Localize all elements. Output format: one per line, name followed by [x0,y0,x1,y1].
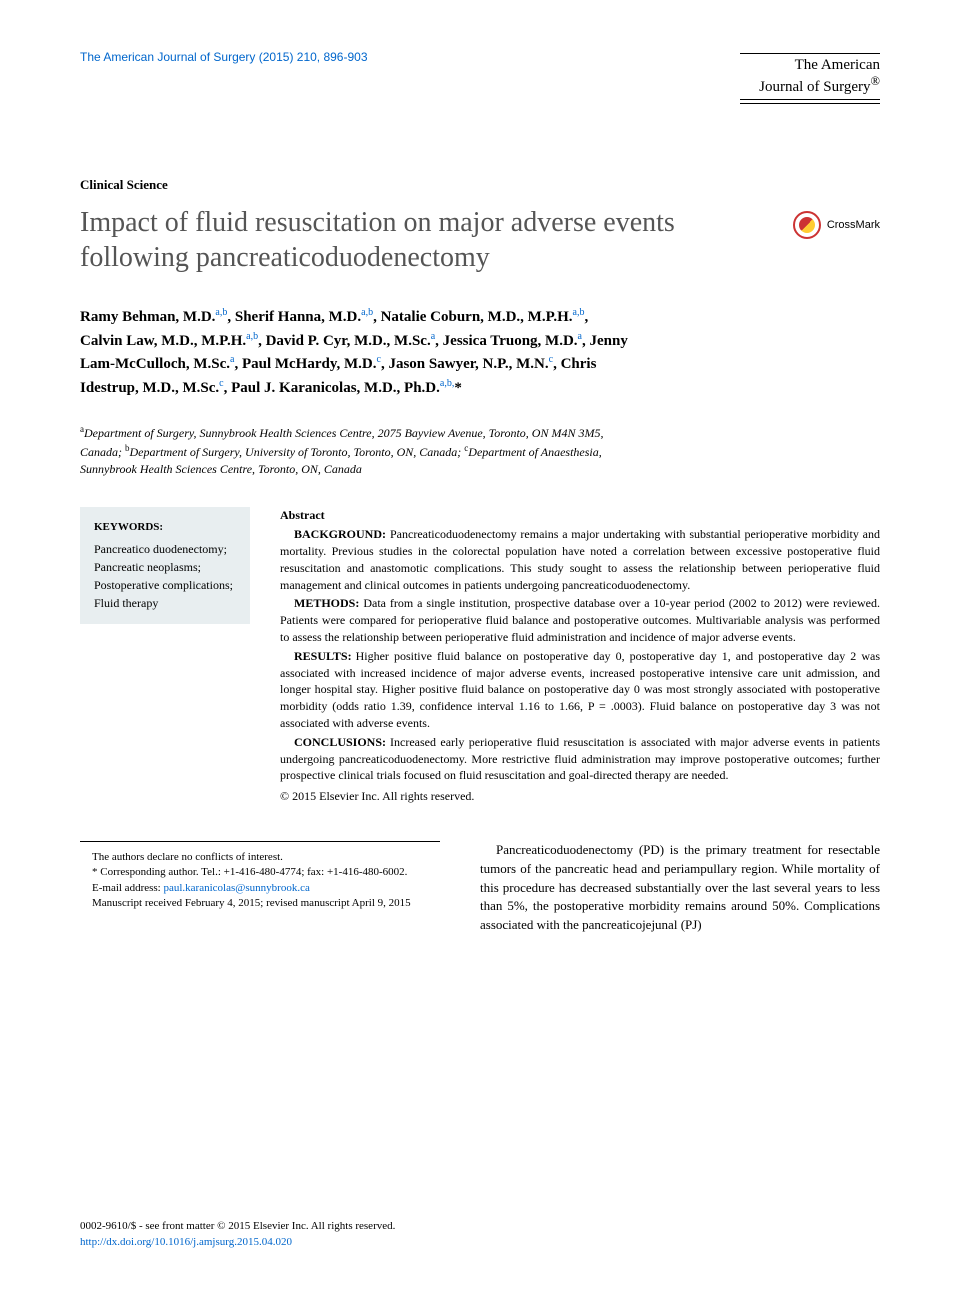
footer-copyright: 0002-9610/$ - see front matter © 2015 El… [80,1219,395,1234]
crossmark-badge[interactable]: CrossMark [793,211,880,239]
abstract-methods: METHODS:Data from a single institution, … [280,595,880,645]
abstract-label: Abstract [280,507,880,524]
footnote-conflicts: The authors declare no conflicts of inte… [80,850,440,865]
keywords-box: KEYWORDS: Pancreatico duodenectomy; Panc… [80,507,250,624]
abstract-background: BACKGROUND:Pancreaticoduodenectomy remai… [280,526,880,593]
keywords-title: KEYWORDS: [94,519,236,536]
keywords-items: Pancreatico duodenectomy; Pancreatic neo… [94,540,236,612]
journal-reference: The American Journal of Surgery (2015) 2… [80,50,368,64]
journal-logo: The American Journal of Surgery® [740,50,880,107]
footnote-corresponding: * Corresponding author. Tel.: +1-416-480… [80,865,440,880]
footnotes: The authors declare no conflicts of inte… [80,841,440,935]
page-footer: 0002-9610/$ - see front matter © 2015 El… [80,1219,395,1250]
abstract-results: RESULTS:Higher positive fluid balance on… [280,648,880,732]
article-title: Impact of fluid resuscitation on major a… [80,205,700,275]
authors-list: Ramy Behman, M.D.a,b, Sherif Hanna, M.D.… [80,305,630,399]
page-header: The American Journal of Surgery (2015) 2… [80,50,880,107]
logo-line-1: The American [740,57,880,74]
email-link[interactable]: paul.karanicolas@sunnybrook.ca [163,882,309,894]
footnote-manuscript: Manuscript received February 4, 2015; re… [80,896,440,911]
abstract-row: KEYWORDS: Pancreatico duodenectomy; Panc… [80,507,880,805]
intro-paragraph: Pancreaticoduodenectomy (PD) is the prim… [480,841,880,935]
footnote-email: E-mail address: paul.karanicolas@sunnybr… [80,881,440,896]
abstract-conclusions: CONCLUSIONS:Increased early perioperativ… [280,734,880,784]
bottom-row: The authors declare no conflicts of inte… [80,841,880,935]
affiliations: aDepartment of Surgery, Sunnybrook Healt… [80,423,640,477]
section-label: Clinical Science [80,177,880,193]
crossmark-label: CrossMark [827,219,880,231]
abstract-column: Abstract BACKGROUND:Pancreaticoduodenect… [280,507,880,805]
title-row: Impact of fluid resuscitation on major a… [80,205,880,275]
crossmark-icon [793,211,821,239]
logo-line-2: Journal of Surgery® [740,74,880,96]
doi-link[interactable]: http://dx.doi.org/10.1016/j.amjsurg.2015… [80,1236,292,1248]
abstract-copyright: © 2015 Elsevier Inc. All rights reserved… [280,788,880,805]
